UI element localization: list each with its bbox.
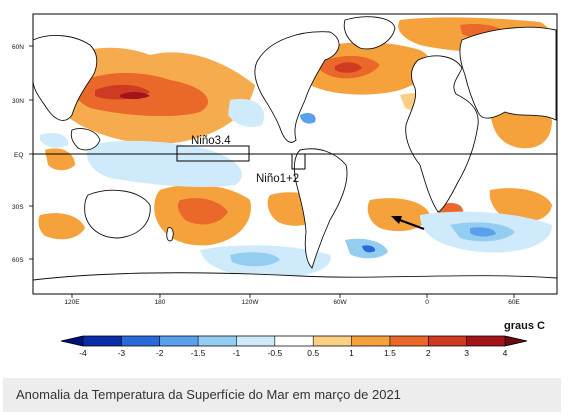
figure-caption: Anomalia da Temperatura da Superfície do…: [3, 378, 561, 412]
europe-africa: [405, 55, 479, 213]
new-zealand: [166, 227, 174, 242]
colorbar-tick-label: 3: [464, 348, 469, 358]
colorbar-segment: [428, 336, 468, 346]
australia: [84, 189, 151, 239]
nino12-box: [291, 153, 306, 170]
colorbar-segment: [274, 336, 314, 346]
latitude-ticks: [29, 45, 33, 260]
lon-label: 180: [155, 299, 166, 306]
longitude-labels: 120E 180 120W 60W 0 60E: [64, 299, 520, 306]
colorbar-tick-label: -1: [233, 348, 241, 358]
annotation-arrow: [396, 218, 425, 230]
colorbar: -4 -3 -2 -1.5 -1 -0.5 0.5 1 1.5 2 3 4: [60, 335, 528, 358]
nino34-label: Niño3.4: [191, 135, 231, 147]
lat-label: 60S: [12, 257, 24, 264]
lon-label: 120W: [242, 299, 260, 306]
asia-west: [33, 34, 98, 121]
colorbar-segment: [236, 336, 276, 346]
colorbar-segment: [83, 336, 122, 346]
colorbar-tick-label: 2: [426, 348, 431, 358]
lon-label: 60E: [508, 299, 520, 306]
north-america: [254, 31, 340, 143]
colorbar-segment: [466, 336, 506, 346]
greenland: [343, 16, 396, 50]
nino34-box: [176, 145, 250, 162]
lat-label: 60N: [12, 44, 24, 51]
colorbar-segment: [313, 336, 353, 346]
lat-label: 30S: [12, 204, 24, 211]
lat-label: EQ: [14, 152, 23, 159]
colorbar-tick-label: 4: [503, 348, 508, 358]
antarctica: [33, 272, 557, 294]
latitude-labels: 60N 30N EQ 30S 60S: [12, 44, 24, 264]
lat-label: 30N: [12, 98, 24, 105]
colorbar-tick-label: -3: [118, 348, 126, 358]
colorbar-segment: [351, 336, 391, 346]
colorbar-tick-label: -2: [156, 348, 164, 358]
lon-label: 0: [425, 299, 429, 306]
colorbar-tick-label: 0.5: [307, 348, 319, 358]
colorbar-segment: [198, 336, 237, 346]
lon-label: 60W: [333, 299, 347, 306]
colorbar-tick-label: 1.5: [384, 348, 396, 358]
lon-label: 120E: [64, 299, 80, 306]
nino12-label: Niño1+2: [256, 173, 299, 185]
annotation-arrow-head: [391, 216, 402, 224]
colorbar-min-arrow: [61, 336, 83, 346]
cool-anomalies: [40, 98, 552, 278]
colorbar-tick-label: -4: [79, 348, 87, 358]
south-america: [293, 148, 348, 269]
colorbar-max-arrow: [505, 336, 527, 346]
colorbar-tick-label: -1.5: [191, 348, 206, 358]
continent-outlines: [33, 16, 557, 294]
colorbar-tick-label: 1: [349, 348, 354, 358]
colorbar-tick-label: -0.5: [267, 348, 282, 358]
asia: [459, 26, 557, 121]
colorbar-segment: [121, 336, 161, 346]
colorbar-unit-label: graus C: [504, 320, 545, 332]
colorbar-segment: [159, 336, 199, 346]
southeast-asia: [70, 128, 101, 151]
longitude-ticks: [71, 294, 515, 298]
colorbar-segment: [389, 336, 429, 346]
